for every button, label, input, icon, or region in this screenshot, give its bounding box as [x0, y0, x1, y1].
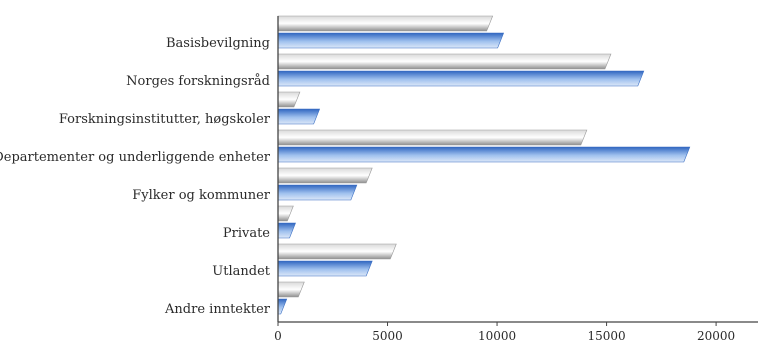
category-label: Andre inntekter: [164, 302, 271, 317]
bar-1-1: [277, 15, 494, 32]
bar-2-5: [277, 184, 358, 201]
bar-2-1: [277, 32, 505, 49]
bar-2-6: [277, 222, 296, 239]
category-label: Basisbevilgning: [166, 36, 270, 51]
x-tick-label: 20000: [697, 329, 735, 343]
bar-1-5: [277, 167, 373, 184]
bar-1-8: [277, 281, 305, 298]
x-axis-ticks: 0 5000 10000 15000 20000: [274, 322, 735, 343]
bar-1-6: [277, 205, 294, 222]
bar-1-7: [277, 243, 397, 260]
bar-1-3: [277, 91, 301, 108]
category-label: Departementer og underliggende enheter: [0, 150, 271, 165]
x-tick-label: 0: [274, 329, 282, 343]
bar-1-4: [277, 129, 588, 146]
category-labels: Basisbevilgning Norges forskningsråd Forsk…: [0, 36, 271, 317]
bar-2-2: [277, 70, 645, 87]
bar-group: [277, 15, 691, 315]
bar-1-2: [277, 53, 612, 70]
x-tick-label: 10000: [478, 329, 516, 343]
x-tick-label: 15000: [587, 329, 625, 343]
category-label: Fylker og kommuner: [132, 188, 271, 203]
bar-2-3: [277, 108, 321, 125]
x-tick-label: 5000: [372, 329, 403, 343]
category-label: Forskningsinstitutter, høgskoler: [59, 112, 271, 127]
category-label: Private: [223, 226, 270, 241]
bar-2-7: [277, 260, 373, 277]
bar-2-8: [277, 298, 288, 315]
category-label: Norges forskningsråd: [126, 73, 270, 89]
category-label: Utlandet: [212, 264, 270, 279]
bar-2-4: [277, 146, 691, 163]
